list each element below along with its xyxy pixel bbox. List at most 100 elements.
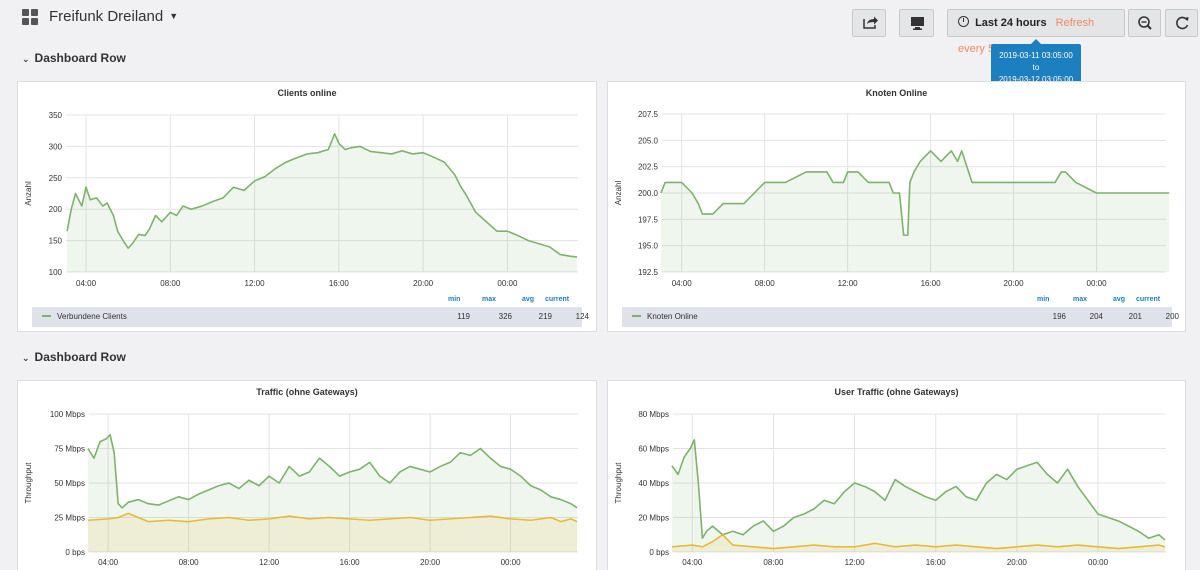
y-tick-label: 40 Mbps xyxy=(638,479,669,488)
row-title-2-text: Dashboard Row xyxy=(34,350,126,364)
x-tick-label: 16:00 xyxy=(921,279,942,288)
y-tick-label: 75 Mbps xyxy=(54,445,85,454)
panel-title[interactable]: Traffic (ohne Gateways) xyxy=(256,387,358,397)
clients-online-chart: 350 300 250 200 150 100 04:00 08:00 12:00 16:00 20… xyxy=(24,111,578,288)
time-range-label: Last 24 hours xyxy=(975,17,1047,29)
y-tick-label: 300 xyxy=(49,142,63,151)
y-tick-label: 150 xyxy=(49,237,63,246)
x-tick-label: 12:00 xyxy=(259,558,280,567)
tooltip-to: 2019-03-12 03:05:00 xyxy=(998,75,1074,84)
dashboards-grid-icon[interactable] xyxy=(22,9,38,25)
time-range-picker[interactable]: Last 24 hours Refresh every 5m xyxy=(947,9,1125,55)
x-tick-label: 00:00 xyxy=(1088,558,1109,567)
y-axis-label: Anzahl xyxy=(614,181,623,206)
panel-user-traffic: User Traffic (ohne Gateways) 80 Mbps 60 M… xyxy=(607,380,1186,570)
series-line-2 xyxy=(87,512,578,523)
legend-header-max[interactable]: max xyxy=(1073,296,1088,303)
tooltip-to-word: to xyxy=(1032,63,1040,72)
y-tick-label: 202.5 xyxy=(638,163,659,172)
refresh-button[interactable] xyxy=(1165,9,1198,37)
user-traffic-chart: 80 Mbps 60 Mbps 40 Mbps 20 Mbps 0 bps 04:00 08… xyxy=(614,410,1166,567)
y-axis-label: Throughput xyxy=(614,462,623,504)
top-navbar: Freifunk Dreiland ▼ Last 24 hours Refresh… xyxy=(0,0,1200,55)
knoten-online-chart: 207.5 205.0 202.5 200.0 197.5 195.0 192.5 04:00… xyxy=(614,110,1170,288)
x-tick-label: 04:00 xyxy=(76,279,97,288)
legend-avg: 201 xyxy=(1128,312,1142,321)
legend-series-name: Knoten Online xyxy=(647,312,698,321)
y-tick-label: 0 bps xyxy=(65,548,85,557)
x-tick-label: 04:00 xyxy=(98,558,119,567)
traffic-chart: 100 Mbps 75 Mbps 50 Mbps 25 Mbps 0 bps 04:00 0… xyxy=(24,410,578,567)
x-tick-label: 08:00 xyxy=(179,558,200,567)
legend-row[interactable]: Verbundene Clients 119 326 219 124 xyxy=(32,307,589,327)
dashboard-title[interactable]: Freifunk Dreiland ▼ xyxy=(49,8,178,25)
refresh-icon xyxy=(1176,16,1189,30)
series-area-1 xyxy=(87,434,577,552)
y-tick-label: 192.5 xyxy=(638,268,659,277)
x-tick-label: 04:00 xyxy=(672,279,693,288)
y-tick-label: 20 Mbps xyxy=(638,514,669,523)
x-tick-label: 12:00 xyxy=(245,279,266,288)
y-tick-label: 205.0 xyxy=(638,136,659,145)
x-tick-label: 16:00 xyxy=(340,558,361,567)
row-title-2[interactable]: ⌄ Dashboard Row xyxy=(22,350,126,364)
legend-color-swatch xyxy=(632,315,641,317)
series-area-2 xyxy=(87,513,577,552)
x-tick-label: 12:00 xyxy=(838,279,859,288)
x-tick-label: 08:00 xyxy=(763,558,784,567)
chevron-down-icon: ⌄ xyxy=(22,54,30,64)
y-tick-label: 207.5 xyxy=(638,110,659,119)
share-button[interactable] xyxy=(852,9,886,37)
legend-header-min[interactable]: min xyxy=(448,296,461,303)
y-tick-label: 250 xyxy=(49,174,63,183)
y-tick-label: 350 xyxy=(49,111,63,120)
x-tick-label: 16:00 xyxy=(329,279,350,288)
legend-header-max[interactable]: max xyxy=(482,296,497,303)
series-area-1 xyxy=(67,133,577,272)
series-line-2 xyxy=(671,533,1166,550)
y-tick-label: 0 bps xyxy=(649,548,669,557)
x-tick-label: 20:00 xyxy=(413,279,434,288)
legend-header-current[interactable]: current xyxy=(1136,296,1161,303)
row-title-1[interactable]: ⌄ Dashboard Row xyxy=(22,51,126,65)
legend-header-avg[interactable]: avg xyxy=(522,296,535,303)
y-tick-label: 80 Mbps xyxy=(638,410,669,419)
x-tick-label: 00:00 xyxy=(1087,279,1108,288)
legend-max: 204 xyxy=(1089,312,1103,321)
series-area-2 xyxy=(671,534,1165,552)
y-tick-label: 25 Mbps xyxy=(54,514,85,523)
legend-min: 119 xyxy=(457,312,470,321)
chevron-down-icon: ▼ xyxy=(169,11,179,21)
panel-title[interactable]: User Traffic (ohne Gateways) xyxy=(834,387,959,397)
series-area-1 xyxy=(660,150,1170,272)
row-title-1-text: Dashboard Row xyxy=(34,51,126,65)
x-tick-label: 20:00 xyxy=(420,558,441,567)
legend-header-avg[interactable]: avg xyxy=(1113,296,1126,303)
panel-title[interactable]: Clients online xyxy=(277,88,337,98)
x-tick-label: 12:00 xyxy=(845,558,866,567)
y-tick-label: 60 Mbps xyxy=(638,445,669,454)
view-mode-button[interactable] xyxy=(899,9,934,37)
x-tick-label: 08:00 xyxy=(160,279,181,288)
y-tick-label: 100 xyxy=(49,268,63,277)
x-tick-label: 00:00 xyxy=(497,279,518,288)
legend-current: 200 xyxy=(1165,312,1179,321)
share-icon xyxy=(863,16,878,29)
y-tick-label: 200.0 xyxy=(638,189,659,198)
legend-current: 124 xyxy=(575,312,589,321)
zoom-out-icon xyxy=(1138,16,1152,30)
zoom-out-button[interactable] xyxy=(1128,9,1161,37)
series-area-1 xyxy=(671,439,1165,552)
tooltip-from: 2019-03-11 03:05:00 xyxy=(999,51,1073,60)
chevron-down-icon: ⌄ xyxy=(22,353,30,363)
monitor-icon xyxy=(911,17,924,30)
y-tick-label: 197.5 xyxy=(638,215,659,224)
legend-header-current[interactable]: current xyxy=(545,296,570,303)
x-tick-label: 00:00 xyxy=(501,558,522,567)
clock-icon xyxy=(958,16,969,27)
x-tick-label: 20:00 xyxy=(1007,558,1028,567)
panel-title[interactable]: Knoten Online xyxy=(865,88,928,98)
legend-header-min[interactable]: min xyxy=(1037,296,1050,303)
legend-row[interactable]: Knoten Online 196 204 201 200 xyxy=(622,307,1179,327)
panel-knoten-online: Knoten Online 207.5 205.0 202.5 200.0 197.5 1… xyxy=(607,81,1186,332)
